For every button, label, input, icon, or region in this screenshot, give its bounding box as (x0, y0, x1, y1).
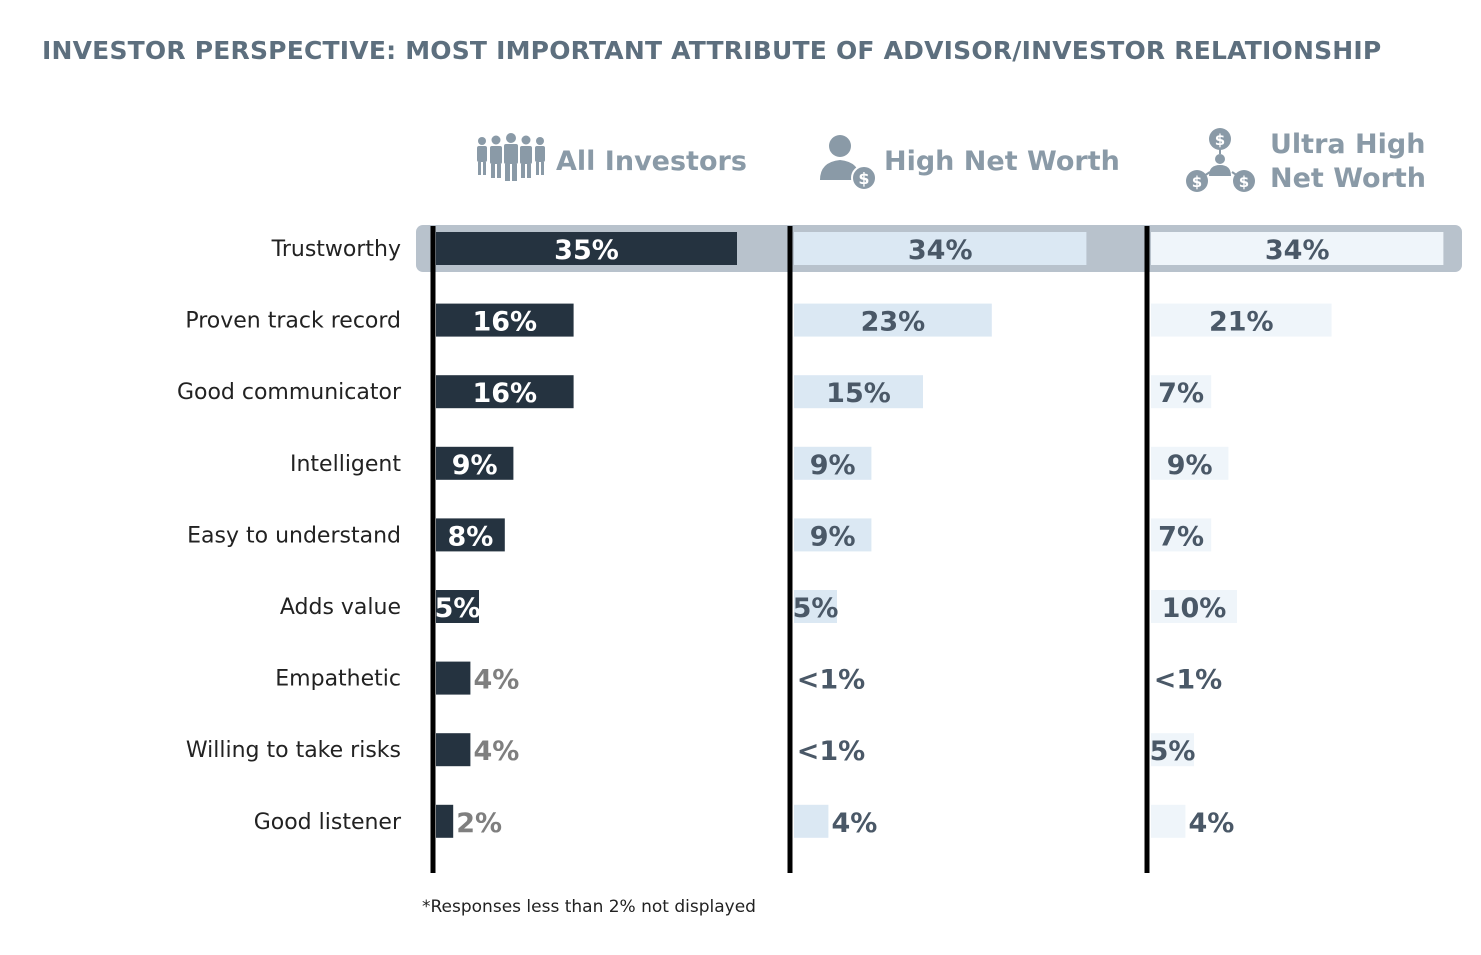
bar-high-net-worth-good-communicator (794, 375, 923, 409)
bar-all-investors-intelligent (436, 446, 514, 480)
bar-ultra-high-net-worth-good-listener (1151, 804, 1186, 838)
data-label-ultra-high-net-worth-intelligent: 9% (1167, 450, 1213, 481)
data-label-all-investors-trustworthy: 35% (554, 235, 619, 266)
bar-all-investors-willing-to-take-risks (436, 733, 471, 767)
category-label-good-listener: Good listener (254, 810, 402, 835)
data-label-high-net-worth-good-listener: 4% (831, 808, 877, 839)
category-label-easy-to-understand: Easy to understand (187, 523, 401, 548)
data-label-all-investors-adds-value: 5% (435, 593, 481, 624)
footnote: *Responses less than 2% not displayed (422, 897, 756, 917)
data-label-high-net-worth-empathetic: <1% (797, 665, 865, 696)
bar-high-net-worth-intelligent (794, 446, 872, 480)
network-dollar-icon: $ $ $ (1186, 128, 1255, 192)
bar-ultra-high-net-worth-proven-track-record (1151, 303, 1332, 337)
category-label-willing-to-take-risks: Willing to take risks (186, 738, 401, 763)
panel-label-uhnw-line-1: Ultra High (1270, 129, 1426, 160)
bar-high-net-worth-proven-track-record (794, 303, 992, 337)
bar-all-investors-easy-to-understand (436, 518, 505, 552)
bar-all-investors-proven-track-record (436, 303, 574, 337)
bar-ultra-high-net-worth-adds-value (1151, 590, 1237, 623)
data-label-high-net-worth-easy-to-understand: 9% (810, 521, 856, 552)
category-label-proven-track-record: Proven track record (185, 309, 401, 334)
data-label-high-net-worth-intelligent: 9% (810, 450, 856, 481)
person-dollar-icon: $ (820, 135, 877, 191)
bar-high-net-worth-easy-to-understand (794, 518, 872, 552)
bar-high-net-worth-adds-value (794, 590, 837, 623)
panel-label-all-investors: All Investors (556, 146, 747, 177)
bar-all-investors-empathetic (436, 661, 471, 695)
people-group-icon (477, 133, 545, 181)
panel-label-high-net-worth: High Net Worth (884, 146, 1120, 177)
data-label-all-investors-good-listener: 2% (456, 808, 502, 839)
data-label-all-investors-willing-to-take-risks: 4% (473, 736, 519, 767)
data-label-high-net-worth-adds-value: 5% (793, 593, 839, 624)
data-label-ultra-high-net-worth-proven-track-record: 21% (1209, 307, 1274, 338)
data-label-high-net-worth-willing-to-take-risks: <1% (797, 736, 865, 767)
data-label-ultra-high-net-worth-good-communicator: 7% (1158, 378, 1204, 409)
data-label-all-investors-proven-track-record: 16% (472, 307, 537, 338)
data-label-all-investors-good-communicator: 16% (472, 378, 537, 409)
bar-ultra-high-net-worth-willing-to-take-risks (1151, 733, 1194, 767)
data-label-ultra-high-net-worth-good-listener: 4% (1188, 808, 1234, 839)
data-label-ultra-high-net-worth-easy-to-understand: 7% (1158, 521, 1204, 552)
panel-header-ultra-high-net-worth: $ $ $ Ultra High Net Worth (1182, 126, 1462, 198)
svg-text:$: $ (858, 169, 869, 188)
data-label-all-investors-intelligent: 9% (452, 450, 498, 481)
category-label-intelligent: Intelligent (290, 452, 401, 477)
bar-high-net-worth-good-listener (794, 804, 829, 838)
category-label-adds-value: Adds value (280, 595, 401, 620)
bar-ultra-high-net-worth-intelligent (1151, 446, 1229, 480)
bar-ultra-high-net-worth-trustworthy (1151, 232, 1444, 265)
data-label-all-investors-easy-to-understand: 8% (447, 521, 493, 552)
category-label-empathetic: Empathetic (275, 667, 401, 692)
data-label-high-net-worth-proven-track-record: 23% (861, 307, 926, 338)
data-label-high-net-worth-good-communicator: 15% (826, 378, 891, 409)
chart-title: INVESTOR PERSPECTIVE: MOST IMPORTANT ATT… (42, 36, 1382, 65)
panel-header-high-net-worth: $ High Net Worth (818, 130, 1138, 191)
data-label-high-net-worth-trustworthy: 34% (908, 235, 973, 266)
bar-all-investors-trustworthy (436, 232, 737, 265)
panel-header-all-investors: All Investors (472, 130, 772, 190)
data-label-all-investors-empathetic: 4% (473, 665, 519, 696)
bar-all-investors-adds-value (436, 590, 479, 623)
bar-ultra-high-net-worth-easy-to-understand (1151, 518, 1212, 552)
panel-label-uhnw-line-2: Net Worth (1270, 163, 1427, 194)
data-label-ultra-high-net-worth-trustworthy: 34% (1265, 235, 1330, 266)
bar-all-investors-good-communicator (436, 375, 574, 409)
svg-text:$: $ (1239, 173, 1249, 191)
category-label-trustworthy: Trustworthy (271, 237, 401, 262)
svg-text:$: $ (1192, 173, 1202, 191)
bar-high-net-worth-trustworthy (794, 232, 1087, 265)
bar-all-investors-good-listener (436, 804, 454, 838)
data-label-ultra-high-net-worth-willing-to-take-risks: 5% (1150, 736, 1196, 767)
data-label-ultra-high-net-worth-adds-value: 10% (1162, 593, 1227, 624)
bar-ultra-high-net-worth-good-communicator (1151, 375, 1212, 409)
svg-text:$: $ (1215, 131, 1225, 149)
category-label-good-communicator: Good communicator (177, 380, 402, 405)
data-label-ultra-high-net-worth-empathetic: <1% (1154, 665, 1222, 696)
